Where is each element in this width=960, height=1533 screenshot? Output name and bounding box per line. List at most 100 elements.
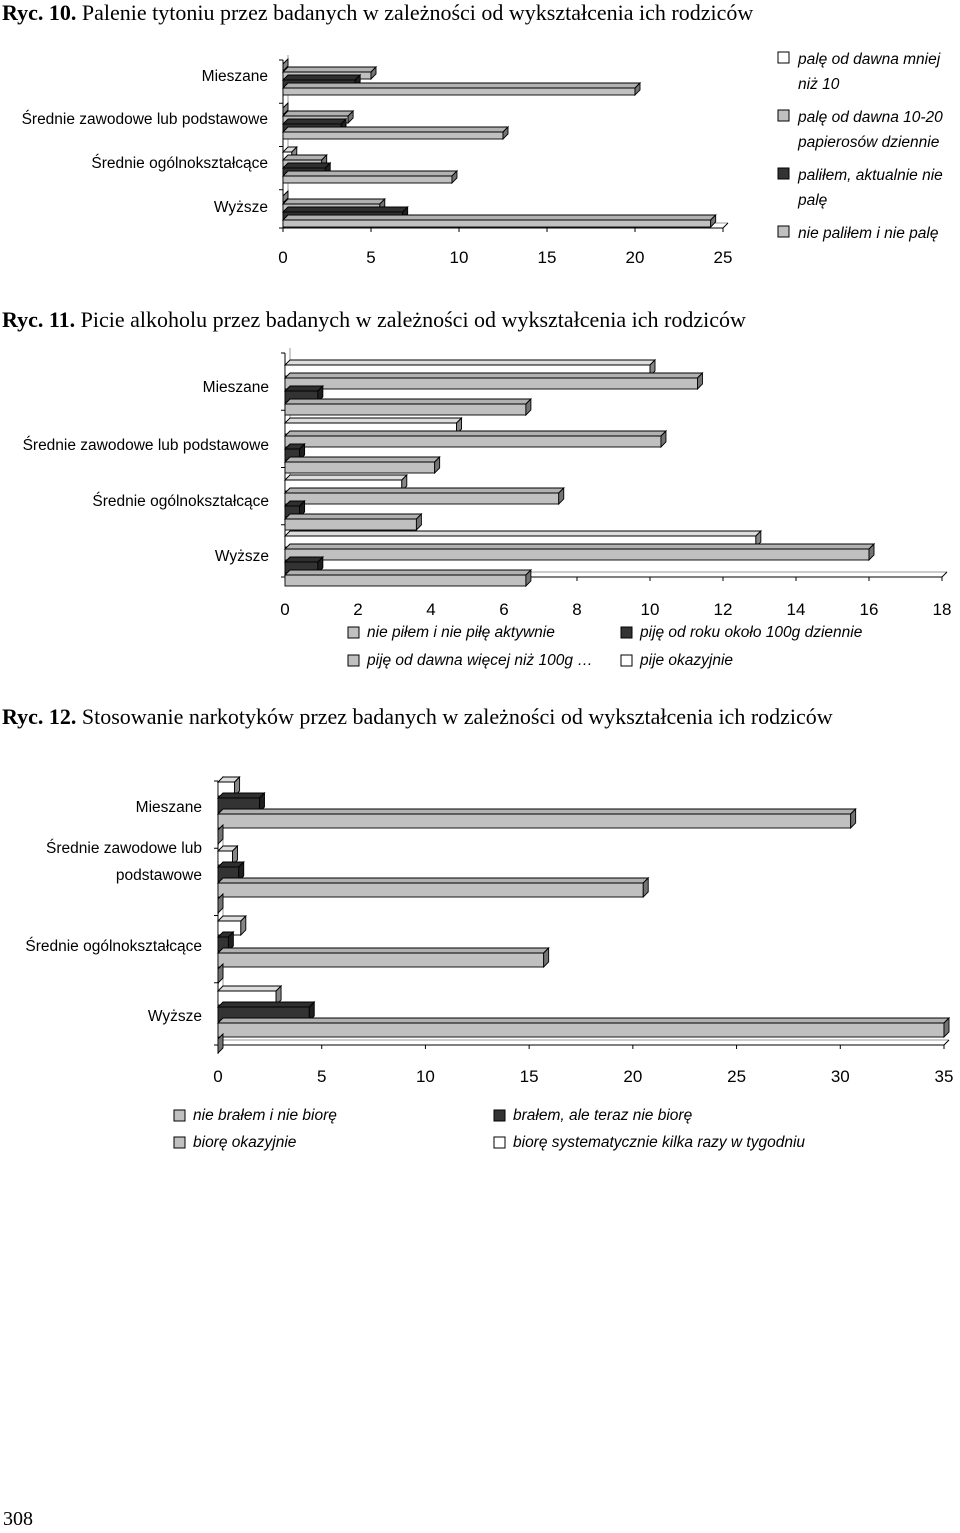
ryc10-category-label: Średnie ogólnokształcące — [91, 154, 268, 172]
ryc11-caption-number: Ryc. 11. — [2, 307, 76, 332]
ryc11-bar — [283, 384, 324, 404]
ryc10-chart: 0 5 10 15 20 25 Mieszane Średnie zawodowe lub p… — [22, 51, 944, 267]
ryc12-legend-label: biorę okazyjnie — [193, 1134, 297, 1151]
ryc10-bar — [282, 101, 289, 117]
ryc10-legend-label: palę od dawna 10-20 — [797, 109, 943, 126]
ryc11-bar — [283, 455, 441, 475]
ryc12-category-label: Średnie zawodowe lub — [46, 839, 202, 857]
ryc11-legend-label: pije okazyjnie — [639, 652, 733, 669]
ryc10-legend-swatch — [777, 51, 790, 64]
ryc11-x-tick-label: 8 — [572, 600, 581, 619]
ryc10-x-tick-label: 20 — [626, 248, 645, 267]
ryc11-x-tick-label: 6 — [499, 600, 508, 619]
ryc12-legend-label: biorę systematycznie kilka razy w tygodn… — [513, 1134, 805, 1151]
ryc11-category-label: Mieszane — [203, 379, 269, 396]
ryc12-caption-number: Ryc. 12. — [2, 704, 77, 729]
ryc11-legend-swatch — [620, 654, 633, 667]
ryc12-category-label: Wyższe — [148, 1008, 202, 1025]
ryc11-bar — [283, 542, 876, 562]
ryc10-caption: Ryc. 10. Palenie tytoniu przez badanych … — [2, 0, 753, 26]
ryc11-caption: Ryc. 11. Picie alkoholu przez badanych w… — [2, 307, 746, 333]
ryc12-bar — [217, 1032, 224, 1055]
ryc12-bar — [216, 1000, 316, 1023]
ryc12-bar — [216, 775, 241, 798]
ryc12-x-tick-label: 30 — [831, 1067, 850, 1086]
ryc11-legend-label: piję od dawna więcej niż 100g … — [366, 652, 593, 669]
ryc11-bar — [283, 486, 565, 506]
ryc12-bar — [216, 807, 857, 830]
ryc11-bar — [283, 499, 306, 519]
ryc12-x-tick-label: 10 — [416, 1067, 435, 1086]
ryc11-x-tick-label: 0 — [280, 600, 289, 619]
ryc12-legend-label: brałem, ale teraz nie biorę — [513, 1107, 693, 1124]
ryc10-bar — [281, 125, 510, 141]
ryc11-bar — [283, 512, 423, 532]
ryc11-chart: 0 2 4 6 8 10 12 14 16 18 Mieszane Średnie zawodowe … — [23, 348, 952, 669]
ryc10-legend-label: nie paliłem i nie palę — [798, 225, 939, 242]
ryc11-legend-swatch — [620, 626, 633, 639]
ryc10-legend-label: palę — [797, 192, 828, 209]
ryc10-legend-label: palę od dawna mniej — [797, 51, 941, 68]
ryc10-bar — [281, 213, 717, 229]
ryc11-category-label: Średnie zawodowe lub podstawowe — [23, 436, 269, 454]
ryc10-x-tick-label: 25 — [714, 248, 733, 267]
ryc11-legend-label: nie piłem i nie piłę aktywnie — [367, 624, 555, 641]
ryc10-caption-number: Ryc. 10. — [2, 0, 77, 25]
ryc12-caption: Ryc. 12. Stosowanie narkotyków przez bad… — [2, 704, 833, 730]
ryc10-category-label: Średnie zawodowe lub podstawowe — [22, 110, 268, 128]
ryc10-legend-swatch — [777, 167, 790, 180]
ryc10-x-tick-label: 5 — [366, 248, 375, 267]
ryc12-bar — [216, 876, 650, 899]
ryc10-legend-label: paliłem, aktualnie nie — [797, 167, 943, 184]
ryc12-category-label: podstawowe — [116, 867, 202, 884]
ryc11-title: Picie alkoholu przez badanych w zależnoś… — [80, 307, 746, 332]
ryc12-legend-swatch — [493, 1109, 506, 1122]
ryc12-legend-swatch — [493, 1136, 506, 1149]
ryc10-category-label: Wyższe — [214, 199, 268, 216]
ryc12-legend-swatch — [173, 1136, 186, 1149]
ryc11-category-label: Wyższe — [215, 548, 269, 565]
ryc10-legend-swatch — [777, 109, 790, 122]
ryc11-x-tick-label: 12 — [714, 600, 733, 619]
ryc10-bar — [281, 81, 642, 97]
ryc11-x-tick-label: 10 — [641, 600, 660, 619]
ryc12-floor-edge-right — [943, 1039, 950, 1046]
ryc12-legend-swatch — [173, 1109, 186, 1122]
ryc11-bar — [283, 442, 306, 462]
ryc10-x-tick-label: 10 — [450, 248, 469, 267]
page-number: 308 — [3, 1508, 33, 1530]
ryc10-title: Palenie tytoniu przez badanych w zależno… — [81, 0, 754, 25]
ryc12-bar — [216, 1016, 951, 1039]
ryc12-bar — [216, 930, 235, 953]
ryc12-x-tick-label: 0 — [213, 1067, 222, 1086]
ryc10-x-tick-label: 0 — [278, 248, 287, 267]
ryc12-bar — [216, 860, 245, 883]
ryc11-x-tick-label: 16 — [860, 600, 879, 619]
ryc12-bar — [216, 946, 550, 969]
ryc12-bar — [216, 984, 283, 1007]
ryc11-bar — [283, 568, 532, 588]
ryc12-bar — [216, 844, 239, 867]
ryc11-bar — [283, 416, 463, 436]
ryc11-legend-swatch — [347, 626, 360, 639]
ryc12-bar — [217, 962, 224, 985]
ryc10-bar — [281, 169, 459, 185]
ryc11-x-tick-label: 2 — [353, 600, 362, 619]
ryc12-legend-label: nie brałem i nie biorę — [193, 1107, 337, 1124]
ryc10-legend-swatch — [777, 225, 790, 238]
ryc11-x-tick-label: 18 — [933, 600, 952, 619]
ryc11-bar — [283, 429, 668, 449]
ryc10-legend-label: niż 10 — [798, 76, 840, 93]
ryc12-bar — [216, 791, 266, 814]
ryc11-floor-edge-right — [941, 571, 948, 578]
ryc12-category-label: Mieszane — [136, 799, 202, 816]
ryc12-title: Stosowanie narkotyków przez badanych w z… — [81, 704, 833, 729]
ryc11-bar — [283, 371, 704, 391]
ryc10-x-tick-label: 15 — [538, 248, 557, 267]
ryc12-bar — [217, 892, 224, 915]
ryc12-x-tick-label: 35 — [935, 1067, 954, 1086]
ryc11-x-tick-label: 4 — [426, 600, 435, 619]
ryc10-bar — [282, 57, 289, 73]
ryc11-bar — [283, 397, 532, 417]
